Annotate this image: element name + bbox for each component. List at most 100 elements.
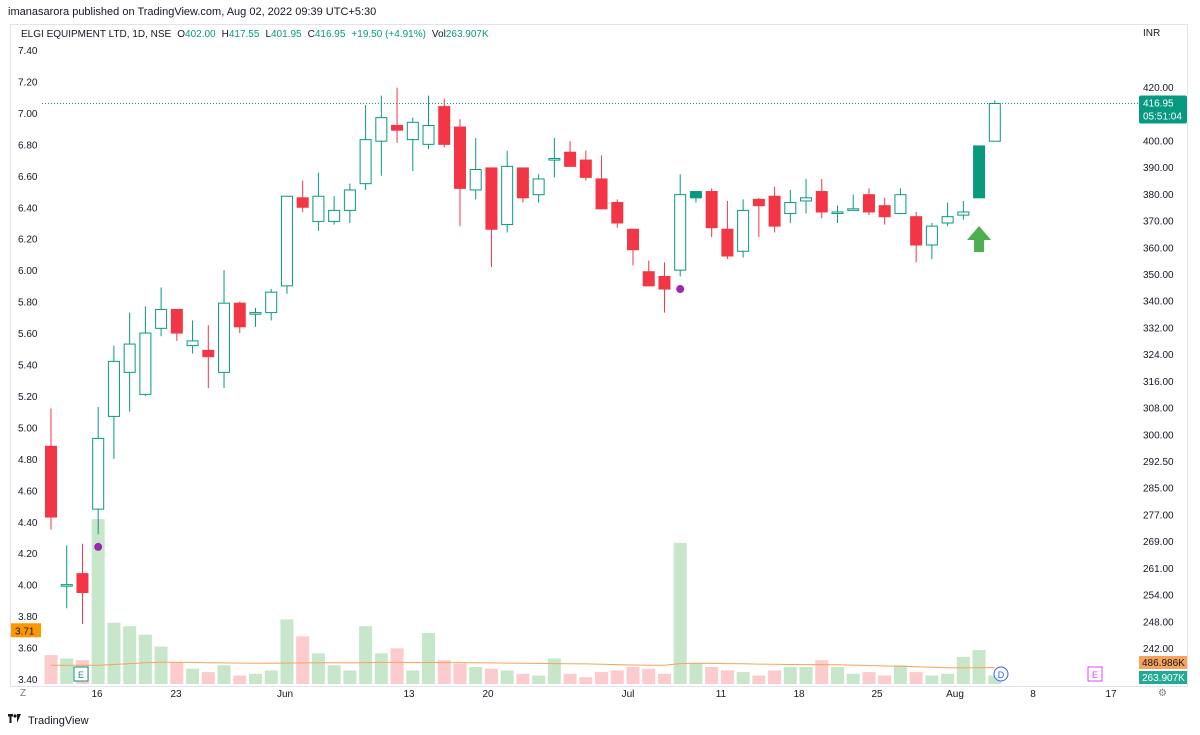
- volume-bar: [626, 667, 640, 684]
- candle-body: [642, 271, 655, 287]
- volume-bar: [453, 663, 467, 684]
- volume-bar: [768, 670, 782, 684]
- candle-body: [878, 205, 891, 218]
- left-axis-tick: 5.80: [18, 298, 38, 309]
- candle-body: [894, 194, 907, 215]
- left-axis-tick: 3.80: [18, 612, 38, 623]
- candle-body: [76, 573, 89, 594]
- settings-icon[interactable]: ⚙: [1158, 688, 1167, 699]
- candle-body: [705, 191, 718, 229]
- candle-body: [862, 194, 875, 213]
- volume-bar: [233, 675, 247, 684]
- right-axis-tick: 390.00: [1143, 163, 1174, 174]
- x-axis-tick: 11: [716, 689, 727, 700]
- volume-bar: [91, 519, 105, 684]
- volume-bar: [107, 622, 121, 684]
- candle-body: [973, 145, 986, 199]
- x-axis-tick: 18: [793, 689, 805, 700]
- candle-body: [800, 197, 813, 202]
- left-axis-tick: 3.40: [18, 675, 38, 686]
- volume-bar: [831, 667, 844, 684]
- right-axis-tick: 285.00: [1143, 484, 1174, 495]
- volume-bar: [484, 668, 498, 684]
- candle-body: [375, 117, 388, 142]
- x-axis-tick: 17: [1105, 689, 1117, 700]
- volume-badge-text: 263.907K: [1142, 673, 1185, 684]
- candle-body: [689, 191, 702, 199]
- volume-bar: [547, 658, 561, 684]
- left-price-marker: [11, 623, 41, 638]
- volume-bar: [532, 675, 546, 684]
- candle-body: [438, 106, 451, 145]
- volume-ma-badge: [1139, 656, 1187, 669]
- x-axis-tick: 13: [403, 689, 415, 700]
- volume-bar: [878, 675, 892, 684]
- zoom-reset-button[interactable]: Z: [20, 688, 27, 699]
- volume-bar: [736, 672, 750, 684]
- event-marker-label: E: [1092, 670, 1098, 680]
- candle-body: [721, 228, 734, 257]
- left-axis-tick: 3.60: [18, 644, 38, 655]
- candle-body: [752, 198, 765, 207]
- last-price-text: 416.95: [1143, 98, 1174, 109]
- volume-bar: [815, 660, 829, 684]
- left-axis-tick: 5.40: [18, 361, 38, 372]
- candle-body: [485, 167, 498, 230]
- candle-body: [453, 126, 466, 189]
- right-axis-tick: 360.00: [1143, 243, 1174, 254]
- candle-body: [674, 194, 687, 271]
- right-axis-tick: 277.00: [1143, 510, 1174, 521]
- volume-label: Vol: [431, 29, 446, 40]
- candle-body: [564, 151, 577, 167]
- left-axis-tick: 7.40: [18, 46, 38, 57]
- left-axis-tick: 4.00: [18, 581, 38, 592]
- earnings-marker-icon: [1087, 666, 1103, 682]
- signal-dot: [94, 542, 103, 551]
- open-value: 402.00: [185, 29, 216, 40]
- candle-body: [391, 124, 404, 131]
- high-value: 417.55: [228, 29, 260, 40]
- left-axis-tick: 4.40: [18, 518, 38, 529]
- x-axis-tick: Jul: [622, 689, 635, 700]
- volume-bar: [406, 670, 420, 684]
- right-axis-tick: 400.00: [1143, 136, 1174, 147]
- volume-bar: [673, 542, 687, 684]
- candle-body: [359, 139, 372, 185]
- candle-body: [847, 208, 860, 211]
- candle-body: [249, 312, 262, 315]
- candle-body: [312, 195, 325, 222]
- candle-body: [45, 445, 57, 518]
- right-axis-tick: 340.00: [1143, 297, 1174, 308]
- close-value: 416.95: [314, 29, 346, 40]
- right-axis-tick: 350.00: [1143, 270, 1174, 281]
- left-axis-tick: 5.00: [18, 423, 38, 434]
- left-axis-tick: 7.00: [18, 109, 38, 120]
- candle-body: [280, 195, 293, 287]
- volume-bar: [201, 672, 215, 684]
- volume-bar: [941, 673, 955, 684]
- right-axis-tick: 316.00: [1143, 377, 1174, 388]
- symbol-name[interactable]: ELGI EQUIPMENT LTD, 1D, NSE: [21, 29, 172, 40]
- candle-body: [548, 158, 561, 161]
- x-axis-tick: 25: [871, 689, 883, 700]
- left-axis-tick: 4.20: [18, 549, 38, 560]
- tradingview-brand[interactable]: TradingView: [8, 714, 89, 727]
- right-axis-tick: 380.00: [1143, 190, 1174, 201]
- right-axis-tick: 332.00: [1143, 323, 1174, 334]
- candle-body: [170, 308, 183, 334]
- candle-body: [516, 167, 529, 199]
- candle-body: [422, 124, 435, 145]
- x-axis-tick: 8: [1030, 689, 1036, 700]
- left-axis-tick: 6.60: [18, 172, 38, 183]
- volume-bar: [705, 667, 719, 684]
- volume-bar: [327, 665, 341, 684]
- volume-bar: [610, 670, 624, 684]
- volume-bar: [657, 673, 671, 684]
- last-price-badge: [1139, 95, 1187, 124]
- up-arrow-icon: [967, 226, 992, 252]
- right-axis-tick: 420.00: [1143, 83, 1174, 94]
- right-axis-tick: 242.00: [1143, 644, 1174, 655]
- candle-body: [296, 197, 309, 208]
- volume-bar: [60, 658, 74, 684]
